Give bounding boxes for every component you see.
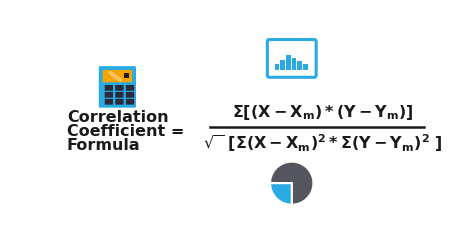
- FancyBboxPatch shape: [126, 92, 134, 98]
- Text: $\mathbf{\Sigma}$$\mathbf{[(X - X_m) * (Y - Y_m)]}$: $\mathbf{\Sigma}$$\mathbf{[(X - X_m) * (…: [232, 103, 414, 122]
- Text: Formula: Formula: [67, 138, 141, 153]
- FancyBboxPatch shape: [105, 92, 113, 98]
- Text: $\mathbf{\sqrt{\ }}$ $\mathbf{[\Sigma(X - X_m)^2 * \Sigma(Y - Y_m)^2\ ]}$: $\mathbf{\sqrt{\ }}$ $\mathbf{[\Sigma(X …: [203, 132, 443, 154]
- FancyBboxPatch shape: [115, 92, 124, 98]
- Bar: [292, 58, 296, 70]
- FancyBboxPatch shape: [115, 85, 124, 91]
- FancyBboxPatch shape: [126, 85, 134, 91]
- FancyBboxPatch shape: [115, 99, 124, 105]
- Wedge shape: [270, 183, 292, 205]
- Bar: [286, 55, 291, 70]
- Bar: [124, 73, 129, 78]
- FancyBboxPatch shape: [267, 40, 316, 77]
- FancyBboxPatch shape: [102, 70, 132, 82]
- Text: Coefficient =: Coefficient =: [67, 124, 184, 139]
- Wedge shape: [270, 162, 313, 205]
- Text: Correlation: Correlation: [67, 110, 169, 125]
- FancyBboxPatch shape: [105, 99, 113, 105]
- Bar: [297, 61, 302, 70]
- Bar: [303, 64, 308, 70]
- FancyBboxPatch shape: [105, 85, 113, 91]
- Bar: [275, 64, 279, 70]
- FancyBboxPatch shape: [126, 99, 134, 105]
- Bar: [281, 60, 285, 70]
- FancyBboxPatch shape: [99, 66, 136, 108]
